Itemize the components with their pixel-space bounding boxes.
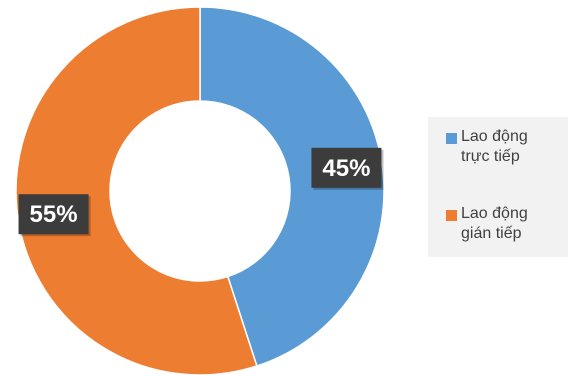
- data-label-indirect-labor: 55%: [18, 194, 91, 237]
- data-label-box: [311, 147, 382, 188]
- slices-group: [15, 6, 385, 376]
- slice-direct-labor: [199, 6, 385, 367]
- slice-indirect-labor: [15, 6, 258, 376]
- legend-label-direct-labor: Lao động trực tiếp: [461, 128, 528, 165]
- legend-swatch-indirect-labor: [446, 210, 457, 221]
- data-label-text: 55%: [30, 201, 78, 228]
- legend: Lao động trực tiếp Lao động gián tiếp: [428, 117, 568, 257]
- data-label-box: [18, 194, 89, 235]
- legend-item-direct-labor: Lao động trực tiếp: [446, 127, 557, 167]
- legend-label-indirect-labor: Lao động gián tiếp: [461, 205, 528, 242]
- data-label-direct-labor: 45%: [311, 147, 384, 190]
- legend-item-indirect-labor: Lao động gián tiếp: [446, 204, 557, 244]
- legend-swatch-direct-labor: [446, 133, 457, 144]
- data-labels-group: 45% 55%: [18, 147, 384, 237]
- data-label-text: 45%: [322, 155, 370, 182]
